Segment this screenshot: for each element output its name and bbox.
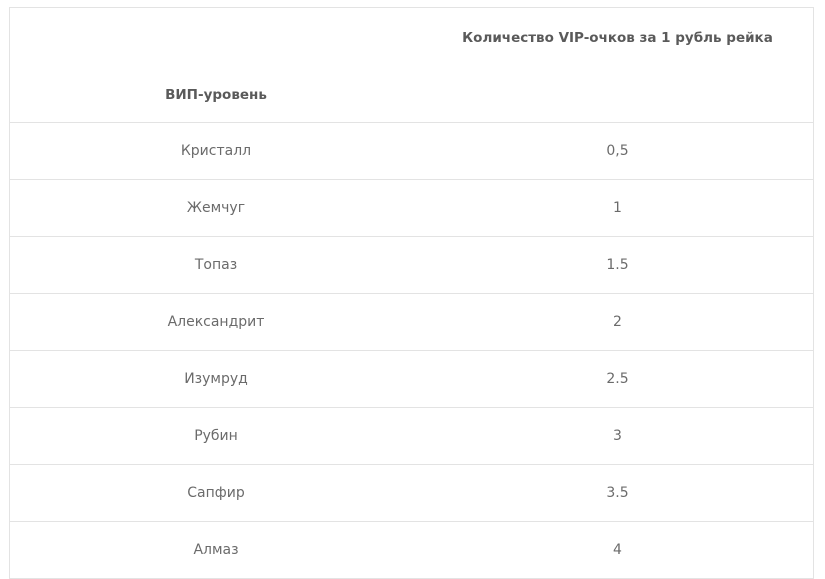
vip-points-cell: 1 bbox=[422, 179, 814, 237]
vip-levels-table: ВИП-уровень Количество VIP-очков за 1 ру… bbox=[9, 7, 814, 579]
table-row: Алмаз 4 bbox=[9, 521, 814, 579]
table-row: Изумруд 2.5 bbox=[9, 350, 814, 408]
table-row: Александрит 2 bbox=[9, 293, 814, 351]
table-header-row: ВИП-уровень Количество VIP-очков за 1 ру… bbox=[9, 7, 814, 123]
vip-level-cell: Сапфир bbox=[9, 464, 422, 522]
vip-level-cell: Алмаз bbox=[9, 521, 422, 579]
vip-points-cell: 3.5 bbox=[422, 464, 814, 522]
vip-level-cell: Кристалл bbox=[9, 122, 422, 180]
vip-points-cell: 4 bbox=[422, 521, 814, 579]
vip-level-cell: Жемчуг bbox=[9, 179, 422, 237]
header-vip-points: Количество VIP-очков за 1 рубль рейка bbox=[422, 7, 814, 123]
header-vip-level: ВИП-уровень bbox=[9, 7, 422, 123]
vip-points-cell: 2.5 bbox=[422, 350, 814, 408]
vip-level-cell: Изумруд bbox=[9, 350, 422, 408]
vip-points-cell: 1.5 bbox=[422, 236, 814, 294]
vip-level-cell: Рубин bbox=[9, 407, 422, 465]
table-row: Жемчуг 1 bbox=[9, 179, 814, 237]
table-row: Сапфир 3.5 bbox=[9, 464, 814, 522]
vip-points-cell: 0,5 bbox=[422, 122, 814, 180]
vip-points-cell: 3 bbox=[422, 407, 814, 465]
table-row: Топаз 1.5 bbox=[9, 236, 814, 294]
table-row: Кристалл 0,5 bbox=[9, 122, 814, 180]
vip-points-cell: 2 bbox=[422, 293, 814, 351]
vip-level-cell: Топаз bbox=[9, 236, 422, 294]
table-row: Рубин 3 bbox=[9, 407, 814, 465]
vip-level-cell: Александрит bbox=[9, 293, 422, 351]
